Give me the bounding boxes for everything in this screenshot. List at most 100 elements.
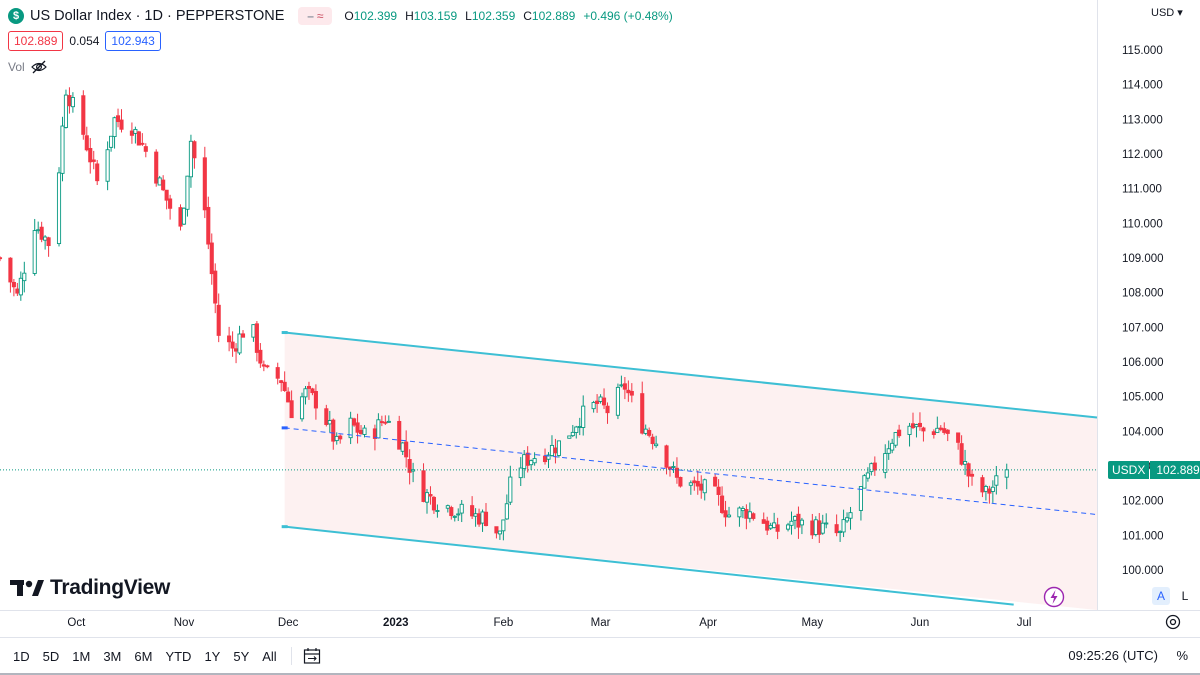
currency-label: USD <box>1151 7 1175 19</box>
candle <box>84 126 89 152</box>
candle-body <box>279 380 284 384</box>
range-all[interactable]: All <box>262 648 277 664</box>
candle <box>115 108 121 128</box>
candle <box>917 412 923 431</box>
candle-body <box>504 503 509 520</box>
candle-body <box>95 163 100 182</box>
log-scale-button[interactable]: L <box>1181 589 1189 603</box>
candle-body <box>622 383 627 390</box>
candle-body <box>688 482 693 486</box>
candle-body <box>140 142 145 145</box>
candle-body <box>178 207 183 227</box>
candle <box>181 207 187 225</box>
candle-body <box>313 391 318 409</box>
candle-body <box>601 397 607 406</box>
candle-body <box>480 511 485 524</box>
range-ytd[interactable]: YTD <box>165 648 192 664</box>
candle-body <box>556 440 561 456</box>
candle <box>716 479 721 506</box>
candle <box>737 506 742 527</box>
candle-body <box>838 530 843 533</box>
candle-body <box>310 388 315 394</box>
candle-body <box>640 393 645 434</box>
range-3m[interactable]: 3M <box>103 648 122 664</box>
candle <box>688 480 693 495</box>
x-axis-tick-label: Jul <box>1017 617 1032 629</box>
candle-body <box>477 513 482 525</box>
clock-time[interactable]: 09:25:26 (UTC) <box>1068 648 1158 663</box>
candle <box>164 189 169 210</box>
percent-toggle[interactable]: % <box>1176 648 1188 663</box>
candle-body <box>216 304 221 336</box>
candle <box>897 424 902 438</box>
candle <box>95 160 100 186</box>
candle <box>570 424 575 438</box>
candle-body <box>445 505 450 509</box>
candle-body <box>289 400 294 419</box>
candle <box>11 278 16 297</box>
candle <box>251 324 256 342</box>
buy-button[interactable]: 102.943 <box>105 31 161 51</box>
candle <box>168 194 173 220</box>
candle-body <box>917 422 923 427</box>
candle <box>88 138 93 174</box>
candle-body <box>841 519 846 533</box>
candle-body <box>546 454 551 460</box>
candle <box>129 122 134 144</box>
y-axis-tick-label: 107.000 <box>1122 322 1164 334</box>
gear-icon[interactable] <box>1163 612 1183 632</box>
candle <box>1004 463 1009 490</box>
candle <box>862 474 867 489</box>
range-1d[interactable]: 1D <box>13 648 30 664</box>
candle-body <box>980 477 985 493</box>
candle-body <box>726 514 732 518</box>
x-axis-tick-label: Apr <box>699 617 717 629</box>
candle-body <box>459 503 464 514</box>
channel-anchor-handle <box>281 331 288 335</box>
candle <box>713 474 718 487</box>
brand-name: TradingView <box>50 576 171 599</box>
y-axis-tick-label: 109.000 <box>1122 253 1164 265</box>
candle-body <box>338 435 343 440</box>
candle-body <box>39 226 44 240</box>
candle <box>234 343 239 364</box>
candle-body <box>529 460 534 466</box>
range-5d[interactable]: 5D <box>42 648 60 664</box>
eye-crossed-icon[interactable] <box>30 60 47 74</box>
candle-body <box>386 420 391 423</box>
candle <box>67 87 72 114</box>
candle-body <box>532 458 537 464</box>
range-1y[interactable]: 1Y <box>204 648 221 664</box>
candle-body <box>91 159 96 162</box>
candle <box>556 440 561 458</box>
candle-body <box>810 520 815 536</box>
range-6m[interactable]: 6M <box>134 648 153 664</box>
candle-body <box>862 475 867 489</box>
x-axis-tick-label: Dec <box>278 617 299 629</box>
candle <box>275 362 280 385</box>
candle <box>935 416 940 433</box>
candle-body <box>751 513 756 519</box>
market-status-pill[interactable]: – ≈ <box>298 7 333 25</box>
currency-selector[interactable]: USD ▾ <box>1151 6 1183 19</box>
candle-body <box>164 189 169 201</box>
candle-body <box>32 230 37 274</box>
candle-body <box>553 447 558 454</box>
candle-body <box>938 427 943 430</box>
auto-scale-button[interactable]: A <box>1152 587 1170 605</box>
candle-body <box>88 147 93 163</box>
y-axis-tick-label: 108.000 <box>1122 288 1164 300</box>
lightning-icon[interactable] <box>1043 586 1065 608</box>
range-1m[interactable]: 1M <box>72 648 91 664</box>
sell-button[interactable]: 102.889 <box>8 31 64 51</box>
candle <box>841 509 846 538</box>
candle-body <box>664 445 669 468</box>
calendar-range-icon[interactable] <box>302 646 322 666</box>
chart-title[interactable]: US Dollar Index · 1D · PEPPERSTONE <box>30 8 285 24</box>
candle-body <box>36 229 41 232</box>
y-axis-tick-label: 112.000 <box>1122 149 1163 161</box>
range-5y[interactable]: 5Y <box>233 648 250 664</box>
candle-body <box>275 367 280 379</box>
candle-body <box>133 128 138 134</box>
